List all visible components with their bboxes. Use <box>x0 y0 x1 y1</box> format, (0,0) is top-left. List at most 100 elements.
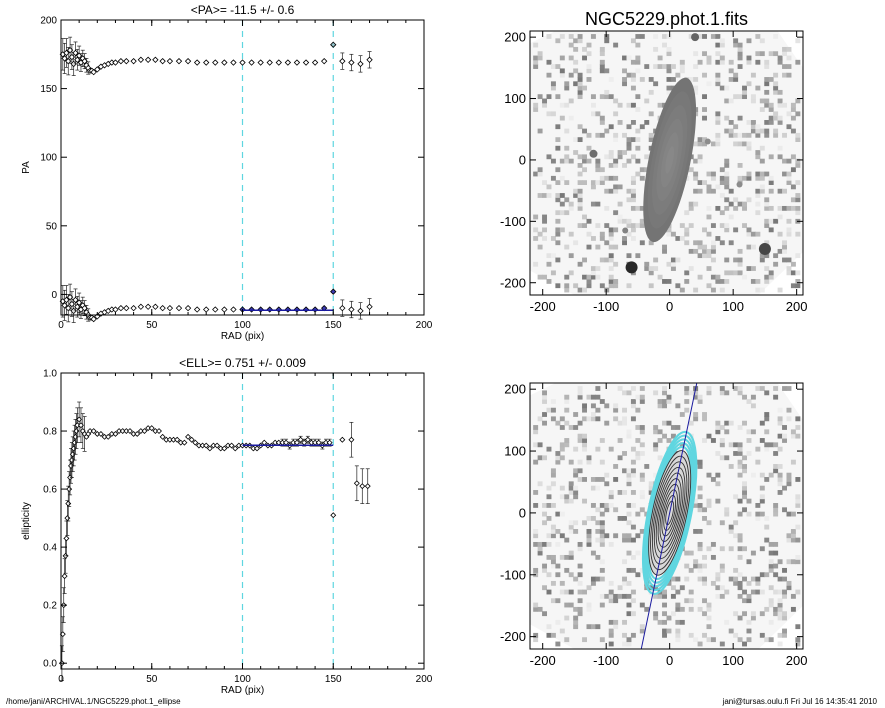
pixel <box>555 38 561 44</box>
pixel <box>564 637 570 643</box>
pixel <box>582 637 588 643</box>
pixel <box>702 72 707 78</box>
data-point <box>348 59 355 66</box>
pixel <box>577 171 583 177</box>
data-point <box>330 512 337 519</box>
pixel <box>737 55 743 61</box>
pixel <box>670 77 676 82</box>
data-point <box>297 436 304 443</box>
data-point <box>123 304 130 312</box>
pixel <box>688 589 694 595</box>
pixel <box>750 403 756 409</box>
pixel <box>573 150 579 155</box>
pixel <box>546 154 552 160</box>
pixel <box>790 429 796 435</box>
pixel <box>782 158 787 164</box>
pixel <box>626 141 632 147</box>
pixel <box>630 175 636 181</box>
pixel <box>533 102 539 108</box>
data-point <box>181 439 188 446</box>
pixel <box>577 81 583 87</box>
pixel <box>662 420 667 426</box>
pixel <box>795 98 801 104</box>
pixel <box>590 394 596 400</box>
data-point <box>144 56 152 63</box>
pixel <box>719 223 725 228</box>
pixel <box>635 572 641 578</box>
pixel <box>555 124 561 130</box>
pixel <box>759 98 765 104</box>
pixel <box>573 490 579 495</box>
pixel <box>702 598 707 604</box>
pixel <box>617 516 623 521</box>
pixel <box>577 390 583 396</box>
pixel <box>595 132 601 138</box>
pixel <box>590 180 596 185</box>
pixel <box>666 580 672 586</box>
pixel <box>733 611 739 617</box>
pixel <box>595 394 601 400</box>
pixel <box>693 201 699 207</box>
pixel <box>746 593 752 599</box>
pixel <box>568 425 574 430</box>
pixel <box>782 102 787 108</box>
pixel <box>582 433 588 439</box>
pixel <box>759 386 765 391</box>
pixel <box>742 201 747 207</box>
pixel <box>582 158 588 164</box>
pixel <box>630 468 636 474</box>
pixel <box>573 624 579 630</box>
pixel <box>702 137 707 143</box>
pixel <box>742 89 747 95</box>
pixel <box>590 111 596 117</box>
pixel <box>710 637 716 643</box>
pixel <box>626 218 632 224</box>
pixel <box>755 51 761 57</box>
pixel <box>564 537 570 543</box>
pixel <box>595 477 601 482</box>
pixel <box>768 585 774 591</box>
pixel <box>688 248 694 254</box>
pixel <box>626 158 632 164</box>
pixel <box>737 464 743 469</box>
pixel <box>586 455 592 461</box>
pixel <box>782 72 787 78</box>
pixel <box>782 244 787 250</box>
pixel <box>759 420 765 426</box>
pixel <box>710 438 716 443</box>
data-point <box>366 303 373 310</box>
pixel <box>768 472 774 478</box>
pixel <box>746 498 752 504</box>
pixel <box>759 51 765 57</box>
pixel <box>719 438 725 443</box>
pixel <box>582 589 588 595</box>
pixel <box>639 442 645 448</box>
pixel <box>795 231 801 237</box>
pixel <box>746 197 752 203</box>
pixel <box>773 606 779 612</box>
pixel <box>608 490 614 495</box>
pixel <box>684 563 690 569</box>
pixel <box>542 218 548 224</box>
pixel <box>626 637 632 643</box>
pixel <box>595 537 601 543</box>
pixel <box>764 606 770 612</box>
pixel <box>626 124 632 130</box>
pixel <box>742 490 747 495</box>
pixel <box>604 205 610 211</box>
pixel <box>630 77 636 82</box>
pixel <box>590 201 596 207</box>
pixel <box>786 171 792 177</box>
pixel <box>777 89 783 95</box>
data-point <box>66 486 73 493</box>
star <box>625 261 638 274</box>
pixel <box>773 507 779 513</box>
pixel <box>537 481 543 487</box>
pixel <box>542 520 548 526</box>
pixel <box>715 184 721 190</box>
pixel <box>644 64 650 69</box>
pixel <box>546 279 552 284</box>
pixel <box>639 34 645 39</box>
pixel <box>555 218 561 224</box>
pixel <box>768 541 774 547</box>
